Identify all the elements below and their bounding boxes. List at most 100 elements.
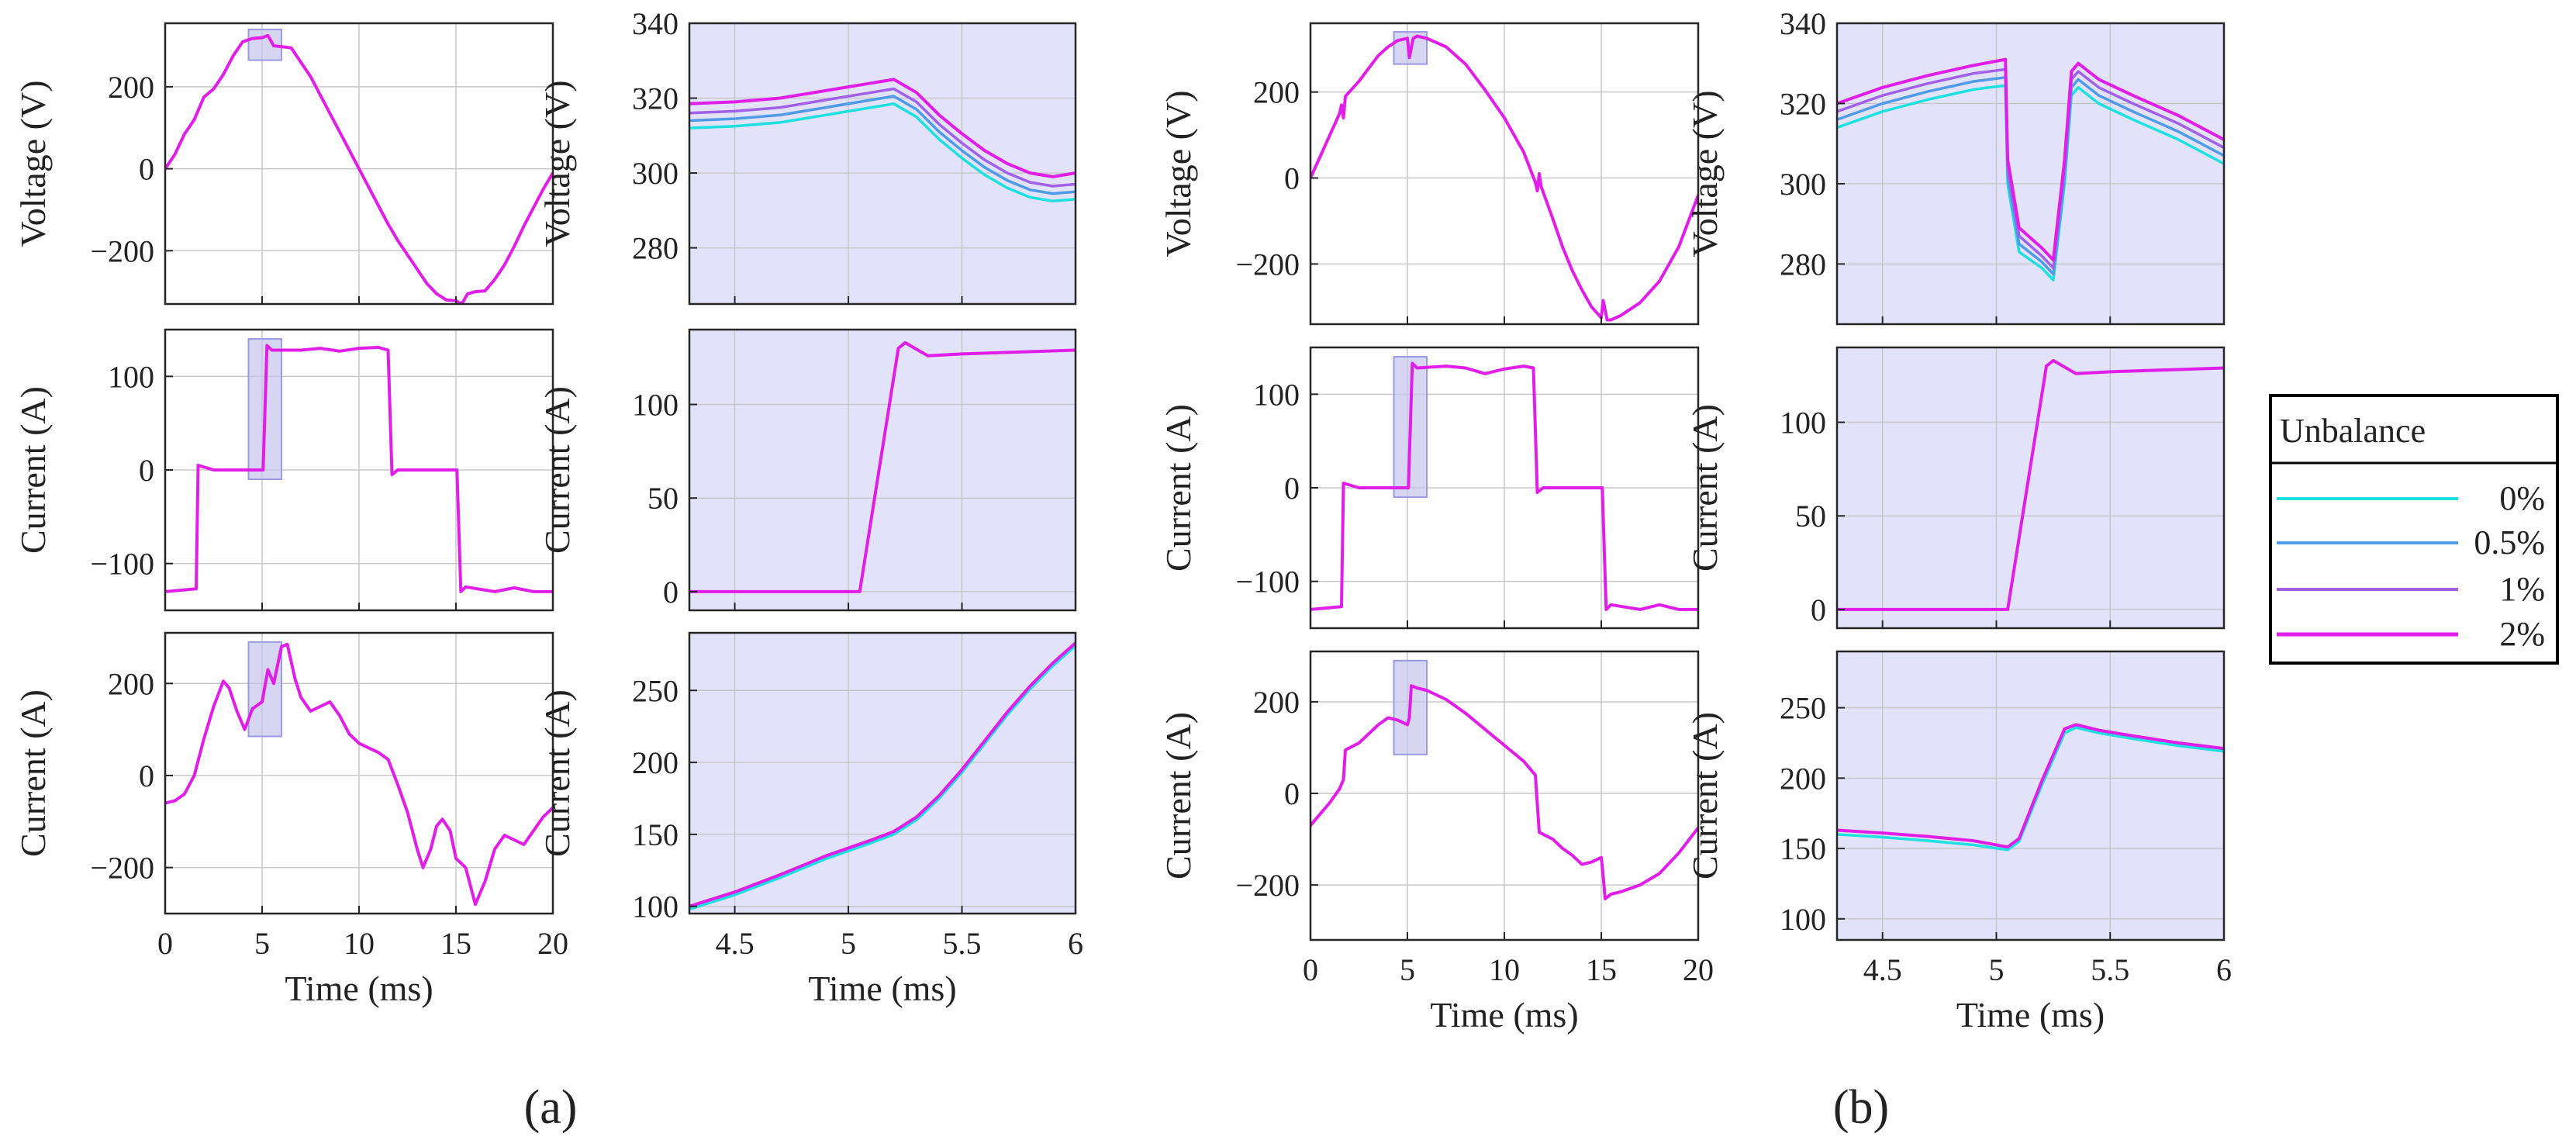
plot-frame <box>688 22 1077 306</box>
y-tick-label-0: −200 <box>1235 247 1300 282</box>
chart-b-current2-zoom: 4.5 5 5.5 6 100 150 200 250 Current (A) Time (ms) <box>1685 650 2232 1035</box>
x-tick-label-0: 4.5 <box>1863 952 1902 987</box>
series-group <box>1837 57 2224 282</box>
series-group <box>165 33 553 304</box>
chart-a-voltage-zoom: 280 300 320 340 Voltage (V) <box>537 6 1077 306</box>
x-tick-label-1: 5 <box>254 926 270 961</box>
series-line-0 <box>1310 34 1698 322</box>
y-tick-label-3: 250 <box>1780 691 1826 726</box>
series-group <box>165 642 553 907</box>
chart-a-voltage-full: −200 0 200 Voltage (V) <box>13 22 554 306</box>
y-tick-label-0: 280 <box>632 231 679 266</box>
y-tick-label-2: 200 <box>1253 75 1300 110</box>
series-group <box>689 340 1076 593</box>
x-tick-label-0: 0 <box>1303 952 1318 987</box>
plot-area <box>1837 23 2224 324</box>
y-tick-label-3: 340 <box>1780 6 1826 41</box>
x-axis-label: Time (ms) <box>1430 995 1578 1035</box>
x-tick-label-0: 4.5 <box>716 926 754 961</box>
series-line-0 <box>689 102 1076 203</box>
y-tick-label-2: 100 <box>1780 406 1826 440</box>
legend-label-2: 1% <box>2499 570 2545 608</box>
chart-a-current2-full: 0 5 10 15 20 −200 0 200 Current (A) Time (ms) <box>13 631 568 1008</box>
legend-box <box>2269 394 2559 665</box>
x-tick-label-2: 10 <box>1489 952 1520 987</box>
y-tick-label-1: 0 <box>1284 471 1300 506</box>
x-tick-label-2: 5.5 <box>2091 952 2129 987</box>
series-line-0 <box>1310 361 1698 611</box>
y-tick-label-2: 200 <box>1253 685 1300 720</box>
y-tick-label-2: 200 <box>1780 761 1826 796</box>
y-tick-label-1: 0 <box>139 453 154 488</box>
series-line-3 <box>689 78 1076 178</box>
x-tick-label-3: 15 <box>440 926 471 961</box>
y-tick-label-1: 150 <box>1780 831 1826 866</box>
legend-label-1: 0.5% <box>2474 523 2545 561</box>
panel-label-b: (b) <box>1833 1081 1889 1134</box>
series-line-1 <box>1837 76 2224 276</box>
y-axis-label: Current (A) <box>537 689 577 857</box>
series-line-3 <box>1837 57 2224 262</box>
y-tick-label-0: −100 <box>1235 565 1300 599</box>
y-tick-label-2: 200 <box>108 666 154 701</box>
y-tick-label-1: 300 <box>632 156 679 191</box>
plot-frame <box>688 328 1077 612</box>
series-group <box>689 641 1076 911</box>
series-line-2 <box>689 87 1076 188</box>
chart-b-current2-full: 0 5 10 15 20 −200 0 200 Current (A) Time (ms) <box>1159 650 1714 1035</box>
y-tick-label-0: −200 <box>90 233 154 268</box>
legend-label-3: 2% <box>2499 615 2545 653</box>
y-tick-label-3: 340 <box>632 6 679 41</box>
chart-b-voltage-zoom: 280 300 320 340 Voltage (V) <box>1685 6 2226 326</box>
x-tick-label-1: 5 <box>1988 952 2004 987</box>
y-tick-label-0: −100 <box>90 547 154 582</box>
chart-a-current-full: −100 0 100 Current (A) <box>13 328 554 612</box>
y-tick-label-2: 100 <box>108 359 154 394</box>
x-tick-label-4: 20 <box>537 926 568 961</box>
x-axis-label: Time (ms) <box>285 969 433 1008</box>
y-tick-label-2: 320 <box>1780 86 1826 121</box>
series-line-0 <box>1837 726 2224 852</box>
chart-b-current-full: −100 0 100 Current (A) <box>1159 346 1700 630</box>
chart-a-current-zoom: 0 50 100 Current (A) <box>537 328 1077 612</box>
y-axis-label: Voltage (V) <box>537 80 577 247</box>
y-tick-label-0: 100 <box>1780 902 1826 937</box>
series-group <box>1837 723 2224 852</box>
series-line-0 <box>165 344 553 593</box>
legend-title: Unbalance <box>2280 412 2426 450</box>
plot-area <box>689 23 1076 304</box>
y-axis-label: Current (A) <box>1159 712 1198 879</box>
plot-frame <box>688 631 1077 915</box>
panel-label-a: (a) <box>524 1081 578 1134</box>
y-tick-label-1: 0 <box>139 758 154 793</box>
plot-area <box>1837 651 2224 940</box>
y-tick-label-0: 280 <box>1780 247 1826 282</box>
legend: Unbalance 0% 0.5% 1% 2% <box>2269 394 2559 665</box>
x-axis-label: Time (ms) <box>808 969 956 1008</box>
y-tick-label-1: 0 <box>1284 161 1300 196</box>
series-line-0 <box>165 33 553 304</box>
series-line-1 <box>689 95 1076 195</box>
y-tick-label-2: 320 <box>632 81 679 116</box>
series-group <box>1310 361 1698 611</box>
y-axis-label: Current (A) <box>1685 404 1725 572</box>
x-tick-label-3: 6 <box>2216 952 2232 987</box>
y-tick-label-2: 100 <box>1253 377 1300 412</box>
series-group <box>1310 684 1698 900</box>
series-line-2 <box>1837 67 2224 270</box>
x-tick-label-0: 0 <box>157 926 173 961</box>
y-axis-label: Voltage (V) <box>1159 90 1198 257</box>
y-tick-label-2: 100 <box>632 388 679 423</box>
plot-frame <box>1835 650 2226 941</box>
plot-area <box>689 330 1076 610</box>
y-tick-label-1: 0 <box>1284 776 1300 811</box>
series-line-0 <box>1837 84 2224 282</box>
chart-b-current-zoom: 0 50 100 Current (A) <box>1685 346 2226 630</box>
x-tick-label-2: 10 <box>344 926 375 961</box>
y-tick-label-0: 0 <box>663 575 679 610</box>
x-axis-label: Time (ms) <box>1956 995 2105 1035</box>
chart-b-voltage-full: −200 0 200 Voltage (V) <box>1159 22 1700 326</box>
x-tick-label-1: 5 <box>841 926 856 961</box>
